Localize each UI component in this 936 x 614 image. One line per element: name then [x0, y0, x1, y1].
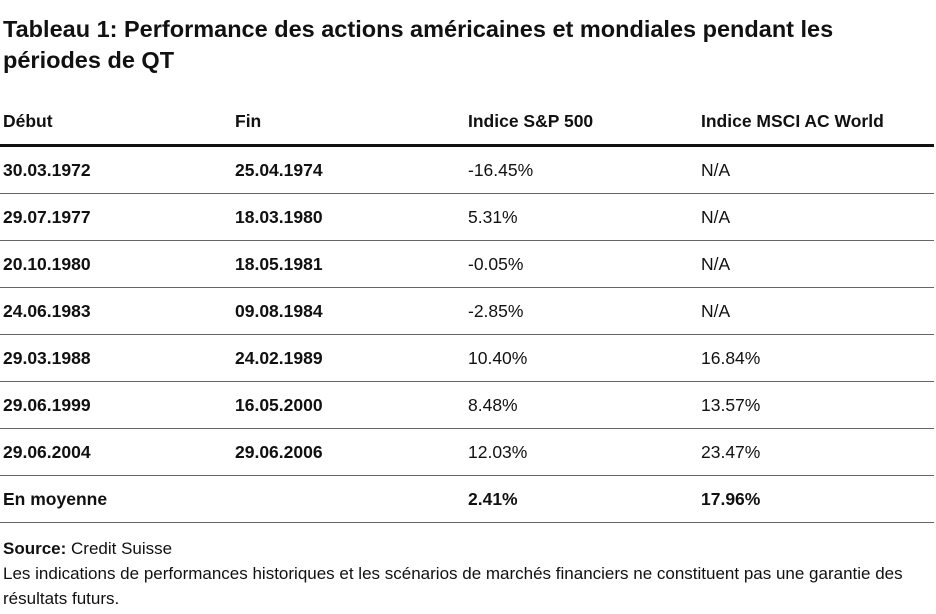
sp500-value: 5.31%: [465, 193, 698, 241]
end-date: 18.05.1981: [232, 240, 465, 288]
disclaimer: Les indications de performances historiq…: [3, 564, 903, 608]
source-label: Source:: [3, 539, 67, 558]
table-row: 30.03.1972 25.04.1974 -16.45% N/A: [0, 145, 934, 194]
sp500-value: 12.03%: [465, 428, 698, 476]
average-row: En moyenne 2.41% 17.96%: [0, 475, 934, 523]
average-label: En moyenne: [0, 475, 232, 523]
start-date: 29.06.2004: [0, 428, 232, 476]
col-header-end: Fin: [232, 98, 465, 147]
start-date: 29.03.1988: [0, 334, 232, 382]
end-date: 16.05.2000: [232, 381, 465, 429]
start-date: 29.07.1977: [0, 193, 232, 241]
sp500-value: 10.40%: [465, 334, 698, 382]
start-date: 30.03.1972: [0, 145, 232, 194]
sp500-value: -2.85%: [465, 287, 698, 335]
end-date: 09.08.1984: [232, 287, 465, 335]
msci-value: N/A: [698, 240, 934, 288]
sp500-value: 8.48%: [465, 381, 698, 429]
source-line: Source: Credit Suisse: [3, 536, 928, 561]
performance-table: Début Fin Indice S&P 500 Indice MSCI AC …: [0, 98, 934, 523]
end-date: 18.03.1980: [232, 193, 465, 241]
end-date: 24.02.1989: [232, 334, 465, 382]
msci-value: 13.57%: [698, 381, 934, 429]
source-value: Credit Suisse: [66, 539, 173, 558]
msci-value: N/A: [698, 145, 934, 194]
sp500-value: -0.05%: [465, 240, 698, 288]
table-row: 24.06.1983 09.08.1984 -2.85% N/A: [0, 287, 934, 335]
start-date: 29.06.1999: [0, 381, 232, 429]
msci-value: 23.47%: [698, 428, 934, 476]
end-date: 25.04.1974: [232, 145, 465, 194]
source-note: Source: Credit Suisse Les indications de…: [3, 536, 928, 611]
header-row: Début Fin Indice S&P 500 Indice MSCI AC …: [0, 98, 934, 147]
sp500-value: -16.45%: [465, 145, 698, 194]
average-sp500: 2.41%: [465, 475, 698, 523]
table-row: 29.07.1977 18.03.1980 5.31% N/A: [0, 193, 934, 241]
msci-value: N/A: [698, 287, 934, 335]
table-row: 29.06.2004 29.06.2006 12.03% 23.47%: [0, 428, 934, 476]
table-row: 29.03.1988 24.02.1989 10.40% 16.84%: [0, 334, 934, 382]
col-header-sp500: Indice S&P 500: [465, 98, 698, 147]
table-body: 30.03.1972 25.04.1974 -16.45% N/A 29.07.1977…: [0, 145, 934, 523]
end-date: 29.06.2006: [232, 428, 465, 476]
col-header-start: Début: [0, 98, 232, 147]
table-row: 20.10.1980 18.05.1981 -0.05% N/A: [0, 240, 934, 288]
average-empty: [232, 475, 465, 523]
msci-value: N/A: [698, 193, 934, 241]
start-date: 24.06.1983: [0, 287, 232, 335]
table-title: Tableau 1: Performance des actions améri…: [3, 16, 834, 73]
msci-value: 16.84%: [698, 334, 934, 382]
table-row: 29.06.1999 16.05.2000 8.48% 13.57%: [0, 381, 934, 429]
start-date: 20.10.1980: [0, 240, 232, 288]
col-header-msci: Indice MSCI AC World: [698, 98, 934, 147]
average-msci: 17.96%: [698, 475, 934, 523]
